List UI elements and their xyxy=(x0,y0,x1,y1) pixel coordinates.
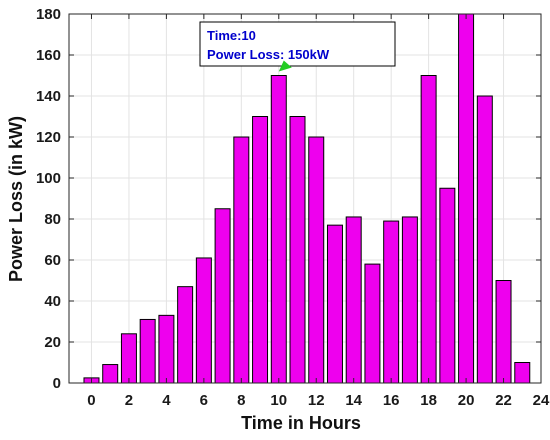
y-tick-label: 100 xyxy=(36,170,61,187)
bar-hour-1 xyxy=(102,364,119,384)
x-tick-label: 4 xyxy=(162,392,171,409)
x-axis-label: Time in Hours xyxy=(241,413,361,433)
y-tick-label: 40 xyxy=(44,293,61,310)
x-tick-label: 14 xyxy=(345,392,362,409)
bar-hour-16 xyxy=(383,220,400,384)
bar-hour-19 xyxy=(439,187,456,384)
bar-hour-18 xyxy=(420,75,437,384)
bar-hour-23 xyxy=(514,362,531,384)
bar-hour-15 xyxy=(364,263,381,384)
bar-hour-6 xyxy=(195,257,212,384)
bar-hour-9 xyxy=(252,116,269,384)
bar-hour-7 xyxy=(214,208,231,384)
x-tick-label: 12 xyxy=(308,392,325,409)
x-tick-label: 0 xyxy=(87,392,95,409)
x-tick-label: 6 xyxy=(200,392,208,409)
y-tick-label: 180 xyxy=(36,6,61,23)
bar-series xyxy=(83,13,531,384)
axes-frame xyxy=(68,13,542,384)
y-tick-label: 80 xyxy=(44,211,61,228)
y-tick-label: 140 xyxy=(36,88,61,105)
bar-hour-12 xyxy=(308,136,325,384)
bar-hour-22 xyxy=(495,280,512,384)
y-tick-label: 20 xyxy=(44,334,61,351)
bar-hour-3 xyxy=(139,318,156,384)
x-tick-label: 18 xyxy=(420,392,437,409)
bar-hour-20 xyxy=(458,13,475,384)
y-axis-label: Power Loss (in kW) xyxy=(6,116,26,282)
bar-hour-4 xyxy=(158,314,175,384)
bar-hour-14 xyxy=(345,216,362,384)
x-tick-label: 8 xyxy=(237,392,245,409)
bar-hour-11 xyxy=(289,116,306,384)
y-tick-label: 160 xyxy=(36,47,61,64)
y-tick-label: 60 xyxy=(44,252,61,269)
bar-hour-2 xyxy=(120,333,137,384)
y-axis-ticks: 0 20 40 60 80 100 120 140 160 180 xyxy=(36,6,541,392)
x-tick-label: 22 xyxy=(495,392,512,409)
bar-hour-17 xyxy=(401,216,418,384)
bar-hour-5 xyxy=(177,286,194,384)
datatip-time: Time:10 xyxy=(207,28,256,43)
bar-hour-13 xyxy=(326,224,343,384)
y-tick-label: 120 xyxy=(36,129,61,146)
datatip-power-loss: Power Loss: 150kW xyxy=(207,47,330,62)
x-tick-label: 20 xyxy=(458,392,475,409)
bar-hour-8 xyxy=(233,136,250,384)
x-tick-label: 2 xyxy=(125,392,133,409)
x-axis-ticks: 0 2 4 6 8 10 12 14 16 18 20 22 24 xyxy=(87,14,550,409)
y-tick-label: 0 xyxy=(53,375,61,392)
datatip[interactable]: Time:10 Power Loss: 150kW xyxy=(199,21,396,72)
bar-hour-21 xyxy=(476,95,493,384)
x-tick-label: 16 xyxy=(383,392,400,409)
x-tick-label: 24 xyxy=(533,392,550,409)
datatip-marker-icon xyxy=(278,60,292,72)
x-tick-label: 10 xyxy=(270,392,287,409)
bar-hour-10 xyxy=(270,75,287,384)
datatip-box xyxy=(199,21,396,67)
